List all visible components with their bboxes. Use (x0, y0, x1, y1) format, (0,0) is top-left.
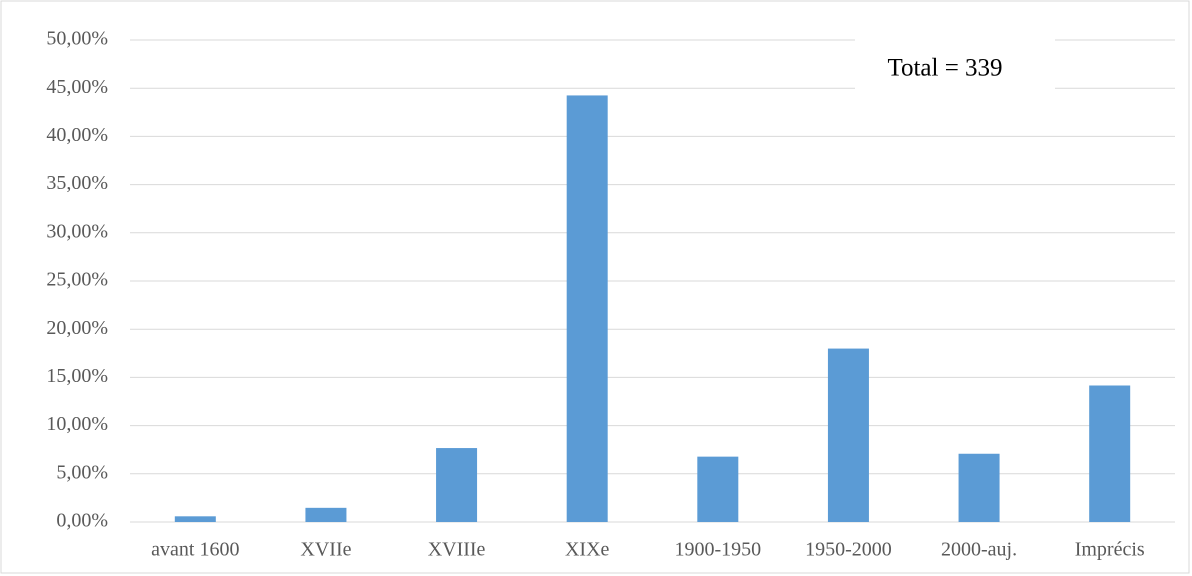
y-tick-label: 30,00% (46, 220, 108, 242)
y-tick-label: 10,00% (46, 413, 108, 435)
annotation-box (855, 24, 1055, 94)
y-tick-label: 20,00% (46, 317, 108, 339)
x-tick-label: XIXe (565, 539, 610, 561)
bar (827, 348, 869, 522)
y-tick-label: 0,00% (56, 510, 108, 532)
x-tick-label: Imprécis (1075, 539, 1145, 561)
bar (958, 453, 1000, 522)
x-tick-label: 1950-2000 (805, 539, 892, 561)
y-tick-label: 40,00% (46, 124, 108, 146)
x-tick-label: XVIIe (300, 539, 351, 561)
bar (436, 448, 478, 522)
y-tick-label: 25,00% (46, 269, 108, 291)
y-tick-label: 35,00% (46, 172, 108, 194)
y-tick-label: 45,00% (46, 76, 108, 98)
x-tick-label: XVIIIe (428, 539, 486, 561)
x-tick-label: 1900-1950 (674, 539, 761, 561)
x-tick-label: avant 1600 (151, 539, 239, 561)
y-tick-label: 5,00% (56, 461, 108, 483)
x-tick-label: 2000-auj. (941, 539, 1017, 561)
y-tick-label: 50,00% (46, 28, 108, 50)
bar (1089, 385, 1131, 522)
bar (566, 95, 608, 523)
bar (305, 507, 347, 522)
y-tick-label: 15,00% (46, 365, 108, 387)
bar (697, 456, 739, 522)
bar (174, 516, 216, 522)
annotation: Total = 339 (887, 55, 1002, 82)
